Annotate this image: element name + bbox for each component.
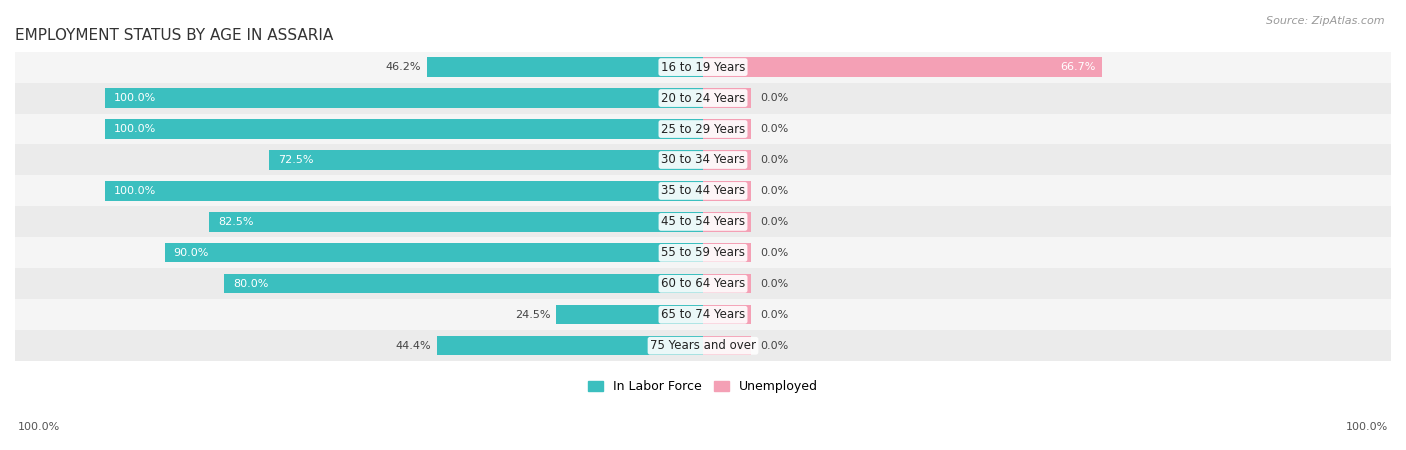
Text: 0.0%: 0.0% [759,248,789,258]
Bar [15,268,1391,299]
Bar [703,336,751,356]
Bar [703,181,751,201]
Text: 44.4%: 44.4% [395,341,432,351]
Text: 0.0%: 0.0% [759,341,789,351]
Text: 0.0%: 0.0% [759,217,789,227]
Text: 45 to 54 Years: 45 to 54 Years [661,216,745,229]
Text: 100.0%: 100.0% [114,124,156,134]
Bar [15,330,1391,361]
Bar [703,89,751,108]
Bar [15,176,1391,207]
Bar [15,82,1391,113]
Text: 16 to 19 Years: 16 to 19 Years [661,61,745,74]
Bar [165,243,703,262]
Text: 24.5%: 24.5% [515,310,550,320]
Text: EMPLOYMENT STATUS BY AGE IN ASSARIA: EMPLOYMENT STATUS BY AGE IN ASSARIA [15,28,333,44]
Text: 100.0%: 100.0% [1346,422,1388,432]
Text: 0.0%: 0.0% [759,186,789,196]
Bar [703,305,751,324]
Bar [703,58,1102,76]
Bar [703,274,751,293]
Bar [209,212,703,231]
Text: 90.0%: 90.0% [173,248,209,258]
Text: 100.0%: 100.0% [18,422,60,432]
Bar [557,305,703,324]
Text: 46.2%: 46.2% [385,62,420,72]
Legend: In Labor Force, Unemployed: In Labor Force, Unemployed [583,375,823,398]
Bar [15,144,1391,176]
Text: 65 to 74 Years: 65 to 74 Years [661,308,745,321]
Text: 75 Years and over: 75 Years and over [650,339,756,352]
Text: 0.0%: 0.0% [759,310,789,320]
Bar [15,299,1391,330]
Text: 72.5%: 72.5% [278,155,314,165]
Bar [15,113,1391,144]
Bar [15,207,1391,238]
Text: 0.0%: 0.0% [759,93,789,103]
Text: 25 to 29 Years: 25 to 29 Years [661,122,745,135]
Text: 20 to 24 Years: 20 to 24 Years [661,91,745,104]
Text: 0.0%: 0.0% [759,279,789,289]
Text: 30 to 34 Years: 30 to 34 Years [661,153,745,166]
Text: Source: ZipAtlas.com: Source: ZipAtlas.com [1267,16,1385,26]
Bar [104,89,703,108]
Bar [703,243,751,262]
Bar [703,212,751,231]
Bar [15,52,1391,82]
Text: 100.0%: 100.0% [114,186,156,196]
Bar [225,274,703,293]
Bar [703,150,751,170]
Text: 82.5%: 82.5% [218,217,254,227]
Bar [270,150,703,170]
Bar [437,336,703,356]
Bar [15,238,1391,268]
Text: 0.0%: 0.0% [759,124,789,134]
Text: 55 to 59 Years: 55 to 59 Years [661,246,745,259]
Bar [426,58,703,76]
Text: 80.0%: 80.0% [233,279,269,289]
Text: 0.0%: 0.0% [759,155,789,165]
Bar [703,119,751,139]
Bar [104,181,703,201]
Text: 100.0%: 100.0% [114,93,156,103]
Text: 66.7%: 66.7% [1060,62,1097,72]
Text: 35 to 44 Years: 35 to 44 Years [661,184,745,198]
Text: 60 to 64 Years: 60 to 64 Years [661,277,745,290]
Bar [104,119,703,139]
